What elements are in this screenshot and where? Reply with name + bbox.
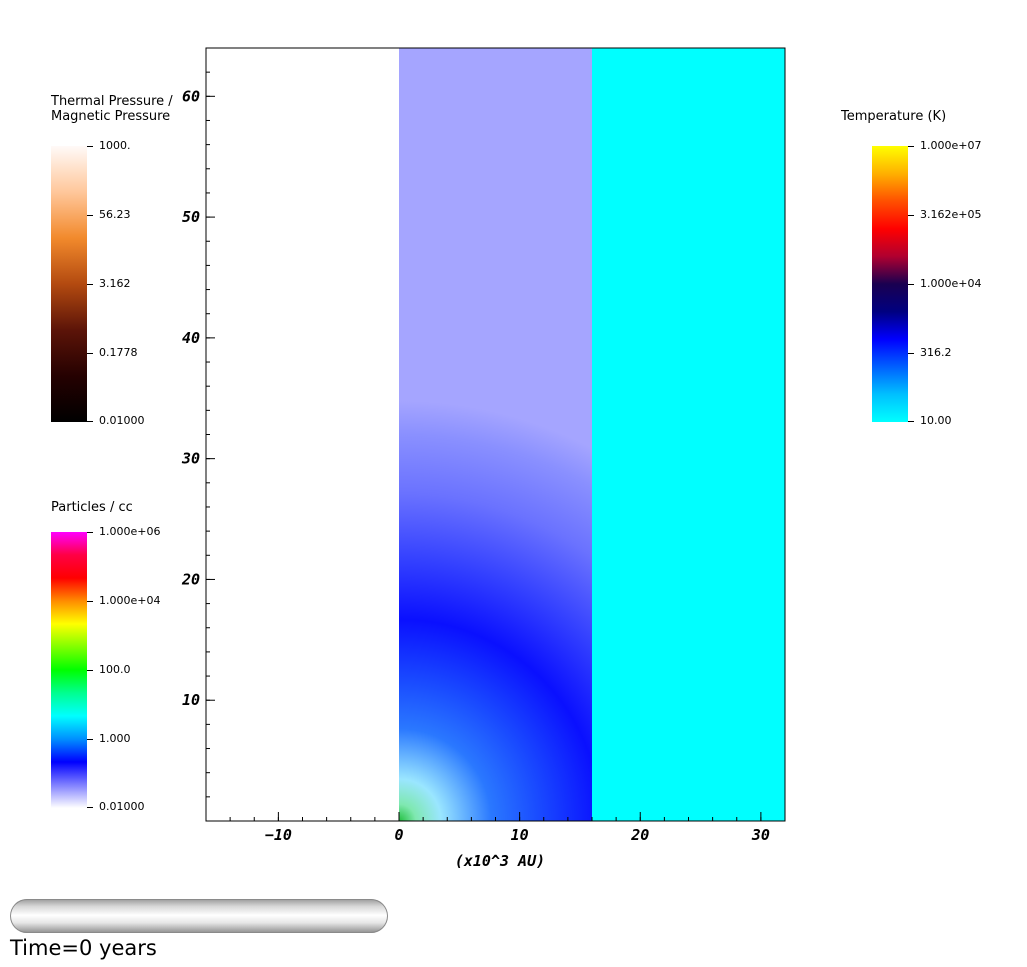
colorbar-tick — [908, 215, 914, 216]
y-tick-label: 10 — [182, 691, 200, 709]
colorbar-pressure-ratio-title: Thermal Pressure / Magnetic Pressure — [51, 94, 173, 124]
x-axis-title: (x10^3 AU) — [455, 852, 545, 870]
x-tick-label: 0 — [394, 826, 403, 844]
plot-area: −10 0 10 20 30 10 20 30 40 50 60 (x10^3 AU) — [181, 47, 786, 870]
colorbar-label: 1.000e+04 — [920, 277, 982, 290]
colorbar-tick — [87, 146, 93, 147]
colorbar-tick — [87, 532, 93, 533]
axis-ticks: −10 0 10 20 30 10 20 30 40 50 60 — [181, 47, 786, 844]
x-tick-label: 30 — [751, 826, 770, 844]
region-density — [399, 48, 592, 821]
colorbar-label: 0.1778 — [99, 346, 138, 359]
x-tick-label: −10 — [265, 826, 292, 844]
colorbar-density-gradient — [51, 532, 87, 808]
x-tick-label: 20 — [630, 826, 649, 844]
time-label: Time=0 years — [10, 936, 157, 960]
colorbar-tick — [87, 601, 93, 602]
colorbar-tick — [908, 284, 914, 285]
colorbar-temperature-title: Temperature (K) — [841, 109, 947, 124]
time-progress-bar[interactable] — [10, 899, 388, 933]
colorbar-label: 0.01000 — [99, 800, 145, 813]
colorbar-label: 1000. — [99, 139, 131, 152]
colorbar-label: 100.0 — [99, 663, 131, 676]
colorbar-tick — [87, 215, 93, 216]
colorbar-label: 3.162e+05 — [920, 208, 982, 221]
y-tick-label: 30 — [181, 450, 200, 468]
colorbar-label: 1.000e+04 — [99, 594, 161, 607]
colorbar-pressure-ratio-gradient — [51, 146, 87, 422]
colorbar-label: 1.000e+07 — [920, 139, 982, 152]
colorbar-tick — [87, 670, 93, 671]
y-tick-label: 60 — [182, 87, 200, 105]
colorbar-temperature-gradient — [872, 146, 908, 422]
region-temperature — [592, 48, 785, 821]
colorbar-label: 1.000e+06 — [99, 525, 161, 538]
x-tick-label: 10 — [511, 826, 529, 844]
colorbar-tick — [87, 739, 93, 740]
colorbar-tick — [87, 284, 93, 285]
colorbar-tick — [908, 421, 914, 422]
colorbar-label: 56.23 — [99, 208, 131, 221]
colorbar-label: 10.00 — [920, 414, 952, 427]
colorbar-label: 1.000 — [99, 732, 131, 745]
y-tick-label: 20 — [181, 570, 200, 588]
colorbar-tick — [87, 807, 93, 808]
colorbar-tick — [908, 353, 914, 354]
colorbar-density-title: Particles / cc — [51, 500, 133, 515]
y-tick-label: 50 — [182, 208, 200, 226]
colorbar-tick — [908, 146, 914, 147]
colorbar-label: 316.2 — [920, 346, 952, 359]
colorbar-tick — [87, 353, 93, 354]
colorbar-tick — [87, 421, 93, 422]
colorbar-label: 3.162 — [99, 277, 131, 290]
colorbar-label: 0.01000 — [99, 414, 145, 427]
y-tick-label: 40 — [182, 329, 200, 347]
